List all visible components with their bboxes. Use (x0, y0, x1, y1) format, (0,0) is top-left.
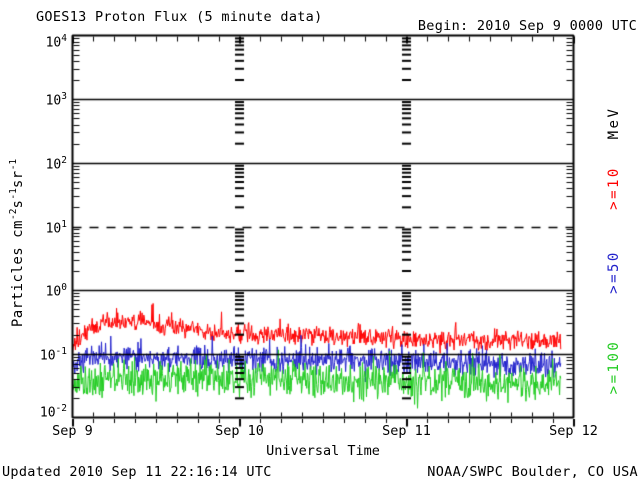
y-tick-label-1e-2: 10-2 (39, 403, 67, 421)
chart-title: GOES13 Proton Flux (5 minute data) (36, 9, 323, 25)
y-tick-label-1e0: 100 (45, 282, 67, 300)
x-tick-label-sep-10: Sep 10 (215, 423, 264, 439)
y-tick-label-1e4: 104 (45, 33, 67, 51)
y-tick-label-1e-1: 10-1 (39, 345, 67, 364)
y-tick-label-1e3: 103 (45, 91, 67, 109)
y-tick-label-1e1: 101 (45, 218, 67, 236)
legend-mev-label-text: MeV (606, 106, 622, 140)
begin-time-label: Begin: 2010 Sep 9 0000 UTC (417, 18, 637, 34)
y-tick-label-1e2: 102 (45, 154, 67, 173)
legend-ge50-label-text: >=50 (606, 250, 622, 294)
y-axis-unit-text: Particles cm-2s-1sr-1 (8, 158, 26, 328)
updated-timestamp: Updated 2010 Sep 11 22:16:14 UTC (2, 464, 272, 480)
agency-credit: NOAA/SWPC Boulder, CO USA (427, 464, 638, 480)
x-tick-label-sep-9: Sep 9 (52, 423, 93, 439)
x-tick-label-sep-11: Sep 11 (382, 423, 431, 439)
legend-ge100-label-text: >=100 (606, 339, 622, 395)
legend-ge10-label-text: >=10 (606, 166, 622, 210)
x-tick-label-sep-12: Sep 12 (549, 423, 598, 439)
x-axis-title: Universal Time (266, 443, 380, 459)
